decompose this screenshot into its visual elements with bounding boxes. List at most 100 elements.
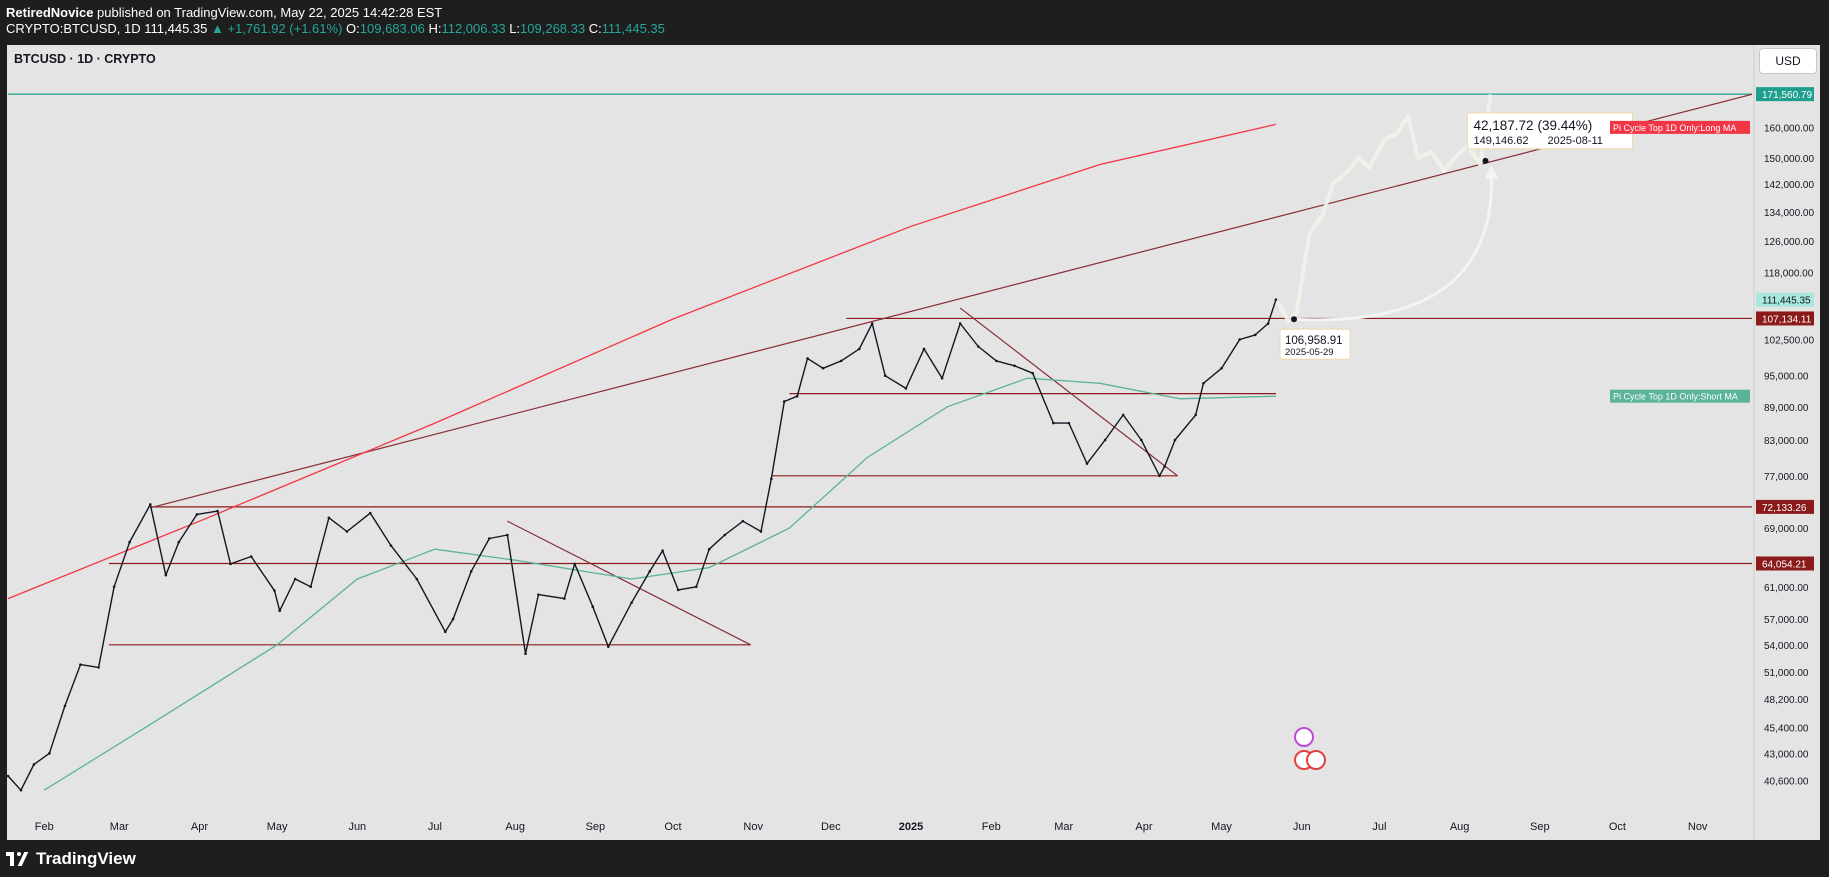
- price-point-54: [904, 387, 908, 390]
- price-point-74: [1238, 338, 1241, 341]
- price-point-43: [741, 519, 745, 523]
- price-point-48: [806, 357, 809, 360]
- price-point-51: [857, 347, 861, 351]
- price-label-box-4: [1756, 556, 1814, 571]
- y-tick-label-11: 69,000.00: [1764, 524, 1809, 535]
- price-point-29: [506, 533, 509, 537]
- x-tick-label-13: Mar: [1054, 821, 1073, 833]
- price-point-35: [607, 645, 610, 648]
- last-price: 111,445.35: [144, 21, 208, 36]
- high-value: 112,006.33: [441, 21, 506, 36]
- annotation-price-2: 149,146.62: [1473, 135, 1528, 147]
- x-tick-label-20: Oct: [1609, 821, 1626, 833]
- y-tick-label-7: 95,000.00: [1764, 372, 1809, 383]
- price-point-67: [1140, 438, 1143, 442]
- price-point-49: [821, 366, 825, 370]
- tradingview-logo[interactable]: TradingView: [6, 849, 136, 869]
- x-tick-label-17: Jul: [1372, 821, 1386, 833]
- price-point-28: [487, 537, 491, 540]
- annotation-percent-2: (39.44%): [1537, 118, 1592, 133]
- y-tick-label-19: 40,600.00: [1764, 777, 1809, 788]
- price-point-21: [345, 530, 349, 533]
- price-point-68: [1158, 474, 1161, 478]
- price-point-60: [1013, 364, 1016, 368]
- series-label-1: Pi Cycle Top 1D Only:Short MA: [1613, 392, 1738, 402]
- y-tick-label-5: 118,000.00: [1764, 268, 1814, 279]
- x-tick-label-0: Feb: [35, 821, 54, 833]
- price-point-17: [278, 609, 281, 613]
- annotation-dot-1: [1291, 316, 1298, 323]
- annotation-box-1: [1279, 328, 1351, 360]
- price-label-0: 171,560.79: [1762, 90, 1812, 101]
- price-label-2: 107,134.11: [1762, 314, 1812, 325]
- price-point-59: [995, 359, 998, 363]
- price-point-11: [177, 540, 181, 544]
- price-point-38: [661, 549, 664, 552]
- y-tick-label-18: 43,000.00: [1764, 749, 1809, 760]
- price-point-2: [32, 763, 36, 766]
- price-point-24: [415, 577, 419, 581]
- annotation-change-2: 42,187.72: [1473, 118, 1533, 133]
- x-tick-label-14: Apr: [1135, 821, 1152, 833]
- x-tick-label-19: Sep: [1530, 821, 1550, 833]
- price-point-31: [537, 593, 540, 596]
- y-tick-label-0: 160,000.00: [1764, 123, 1814, 134]
- price-point-14: [229, 562, 232, 566]
- brand-name: TradingView: [36, 849, 136, 868]
- price-point-46: [782, 400, 786, 403]
- y-tick-label-3: 134,000.00: [1764, 208, 1814, 219]
- price-label-box-1: [1756, 292, 1814, 307]
- price-point-3: [48, 752, 51, 755]
- projection-path: [1274, 94, 1493, 324]
- price-point-56: [940, 376, 944, 380]
- price-point-50: [839, 359, 843, 363]
- price-point-77: [1274, 298, 1278, 301]
- x-tick-label-3: May: [267, 821, 288, 833]
- price-point-4: [63, 704, 67, 708]
- y-tick-label-16: 48,200.00: [1764, 695, 1809, 706]
- price-point-18: [293, 577, 297, 581]
- y-tick-label-1: 150,000.00: [1764, 154, 1814, 165]
- publish-info: published on TradingView.com, May 22, 20…: [97, 5, 443, 20]
- author-name[interactable]: RetiredNovice: [6, 5, 94, 20]
- price-point-6: [97, 666, 100, 669]
- trend-line-0: [150, 93, 1753, 509]
- price-point-12: [195, 513, 199, 516]
- price-point-41: [707, 547, 711, 551]
- chart-title: BTCUSD · 1D · CRYPTO: [14, 52, 156, 66]
- price-point-52: [870, 322, 874, 325]
- price-point-8: [128, 540, 131, 544]
- ohlc-line: CRYPTO:BTCUSD, 1D 111,445.35 ▲ +1,761.92…: [6, 20, 665, 38]
- y-tick-label-6: 102,500.00: [1764, 336, 1814, 347]
- series-label-0: Pi Cycle Top 1D Only:Long MA: [1613, 123, 1736, 133]
- x-tick-label-4: Jun: [348, 821, 366, 833]
- price-point-13: [216, 509, 219, 513]
- chart-panel[interactable]: [7, 45, 1820, 840]
- price-label-3: 72,133.26: [1762, 503, 1807, 514]
- x-tick-label-8: Oct: [664, 821, 681, 833]
- price-point-22: [368, 511, 372, 515]
- x-tick-label-12: Feb: [982, 821, 1001, 833]
- annotation-dot-2: [1482, 157, 1489, 164]
- price-point-63: [1067, 421, 1071, 425]
- event-flag-icon: [1306, 750, 1326, 770]
- x-tick-label-21: Nov: [1688, 821, 1708, 833]
- y-tick-label-4: 126,000.00: [1764, 237, 1814, 248]
- currency-button[interactable]: USD: [1759, 48, 1817, 74]
- x-tick-label-9: Nov: [743, 821, 763, 833]
- projection-arrow: [1293, 174, 1493, 322]
- price-point-73: [1220, 366, 1223, 370]
- price-point-71: [1194, 413, 1197, 417]
- low-label: L:: [509, 21, 521, 36]
- low-value: 109,268.33: [520, 21, 586, 36]
- price-point-9: [149, 503, 152, 506]
- price-point-19: [309, 585, 313, 589]
- price-point-7: [112, 585, 116, 589]
- price-point-44: [759, 530, 763, 533]
- x-tick-label-11: 2025: [899, 821, 923, 833]
- price-point-65: [1103, 438, 1107, 442]
- tradingview-icon: [6, 852, 30, 866]
- price-label-box-3: [1756, 499, 1814, 514]
- price-change: ▲ +1,761.92 (+1.61%): [211, 21, 343, 36]
